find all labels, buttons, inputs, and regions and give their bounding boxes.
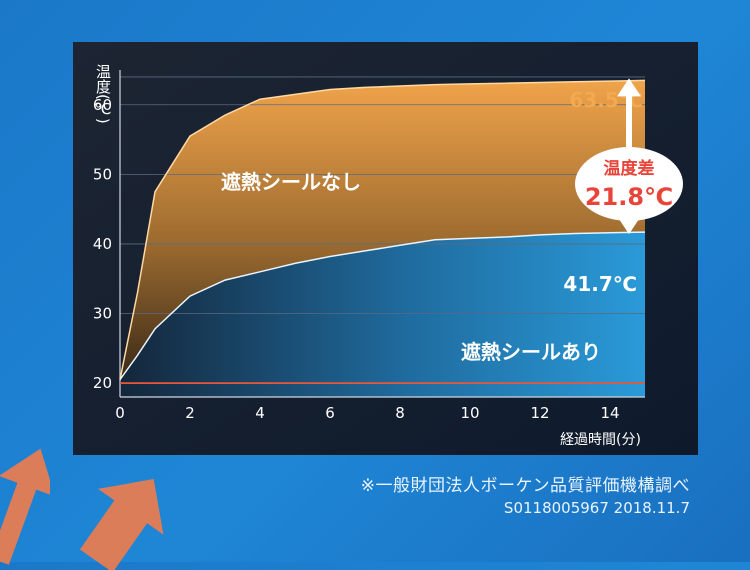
line-without-seal xyxy=(119,79,646,380)
x-tick-label: 8 xyxy=(395,404,405,422)
document-code: S0118005967 2018.11.7 xyxy=(503,499,690,517)
temperature-chart: 0 2 4 6 8 10 12 14 20 30 40 50 60 温度(℃) 経過時間(分) 遮熱シー… xyxy=(73,42,698,455)
line-with-seal xyxy=(119,231,646,381)
y-tick-label: 40 xyxy=(93,235,112,253)
tick-layer: 0 2 4 6 8 10 12 14 20 30 40 50 60 xyxy=(93,96,620,422)
chart-panel: 0 2 4 6 8 10 12 14 20 30 40 50 60 温度(℃) 経過時間(分) 遮熱シー… xyxy=(73,42,698,455)
line-layer xyxy=(119,79,646,384)
y-tick-label: 50 xyxy=(93,165,112,183)
x-tick-label: 4 xyxy=(255,404,265,422)
x-tick-label: 6 xyxy=(325,404,335,422)
area-with-seal xyxy=(120,232,645,397)
x-tick-label: 0 xyxy=(115,404,125,422)
x-tick-label: 14 xyxy=(600,404,619,422)
difference-badge xyxy=(575,147,683,221)
source-note: ※一般財団法人ボーケン品質評価機構調べ xyxy=(360,476,690,496)
series-label-with-seal: 遮熱シールあり xyxy=(461,340,601,364)
decorative-up-arrow-left xyxy=(0,448,50,565)
difference-value: 21.8℃ xyxy=(585,183,673,211)
decorative-up-arrow-right xyxy=(79,479,164,570)
y-axis-label: 温度(℃) xyxy=(94,64,112,124)
end-value-with-seal: 41.7℃ xyxy=(563,272,637,296)
difference-label: 温度差 xyxy=(604,158,655,179)
area-layer xyxy=(120,80,645,397)
y-tick-label: 20 xyxy=(93,374,112,392)
x-tick-label: 10 xyxy=(460,404,479,422)
temperature-difference-annotation: 温度差 21.8℃ xyxy=(575,78,683,235)
area-without-seal xyxy=(120,80,645,380)
x-tick-label: 2 xyxy=(185,404,195,422)
x-axis-label: 経過時間(分) xyxy=(560,432,641,448)
series-label-without-seal: 遮熱シールなし xyxy=(221,170,361,194)
y-tick-label: 30 xyxy=(93,305,112,323)
y-tick-label: 60 xyxy=(93,96,112,114)
difference-arrow-head-up xyxy=(617,78,641,97)
x-tick-label: 12 xyxy=(530,404,549,422)
